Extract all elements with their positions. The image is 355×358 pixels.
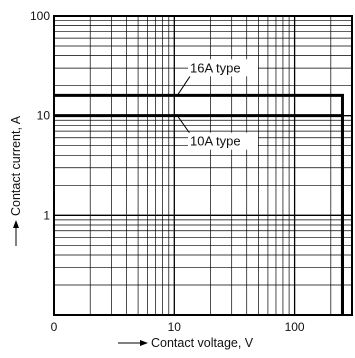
- x-tick-label: 10: [168, 320, 182, 334]
- series-line: [54, 114, 344, 315]
- y-axis-title: Contact current, A: [9, 115, 23, 216]
- series-leader-line: [177, 76, 191, 95]
- y-axis-title-group: Contact current, A: [9, 115, 23, 246]
- series-layer: 16A type 10A type: [54, 59, 344, 315]
- plot-frame: [53, 15, 353, 316]
- x-axis-arrowhead: [140, 340, 148, 346]
- x-axis-title-group: Contact voltage, V: [118, 336, 254, 350]
- y-tick-label: 1: [43, 208, 50, 222]
- y-axis-arrowhead: [13, 220, 19, 228]
- x-tick-label: 0: [51, 320, 58, 334]
- series-line: [54, 93, 344, 315]
- y-tick-label: 10: [37, 109, 51, 123]
- series-leader-line: [177, 116, 191, 134]
- minor-gridlines: [54, 16, 352, 315]
- x-tick-label: 100: [285, 320, 305, 334]
- series-label: 16A type: [190, 60, 241, 75]
- series-label: 10A type: [190, 134, 241, 149]
- series-label-background: [188, 59, 258, 77]
- y-tick-label: 100: [30, 9, 50, 23]
- series-label-background: [188, 132, 258, 150]
- x-axis-title: Contact voltage, V: [151, 336, 254, 350]
- tick-labels: 0 10 100 1 10 100: [30, 9, 305, 334]
